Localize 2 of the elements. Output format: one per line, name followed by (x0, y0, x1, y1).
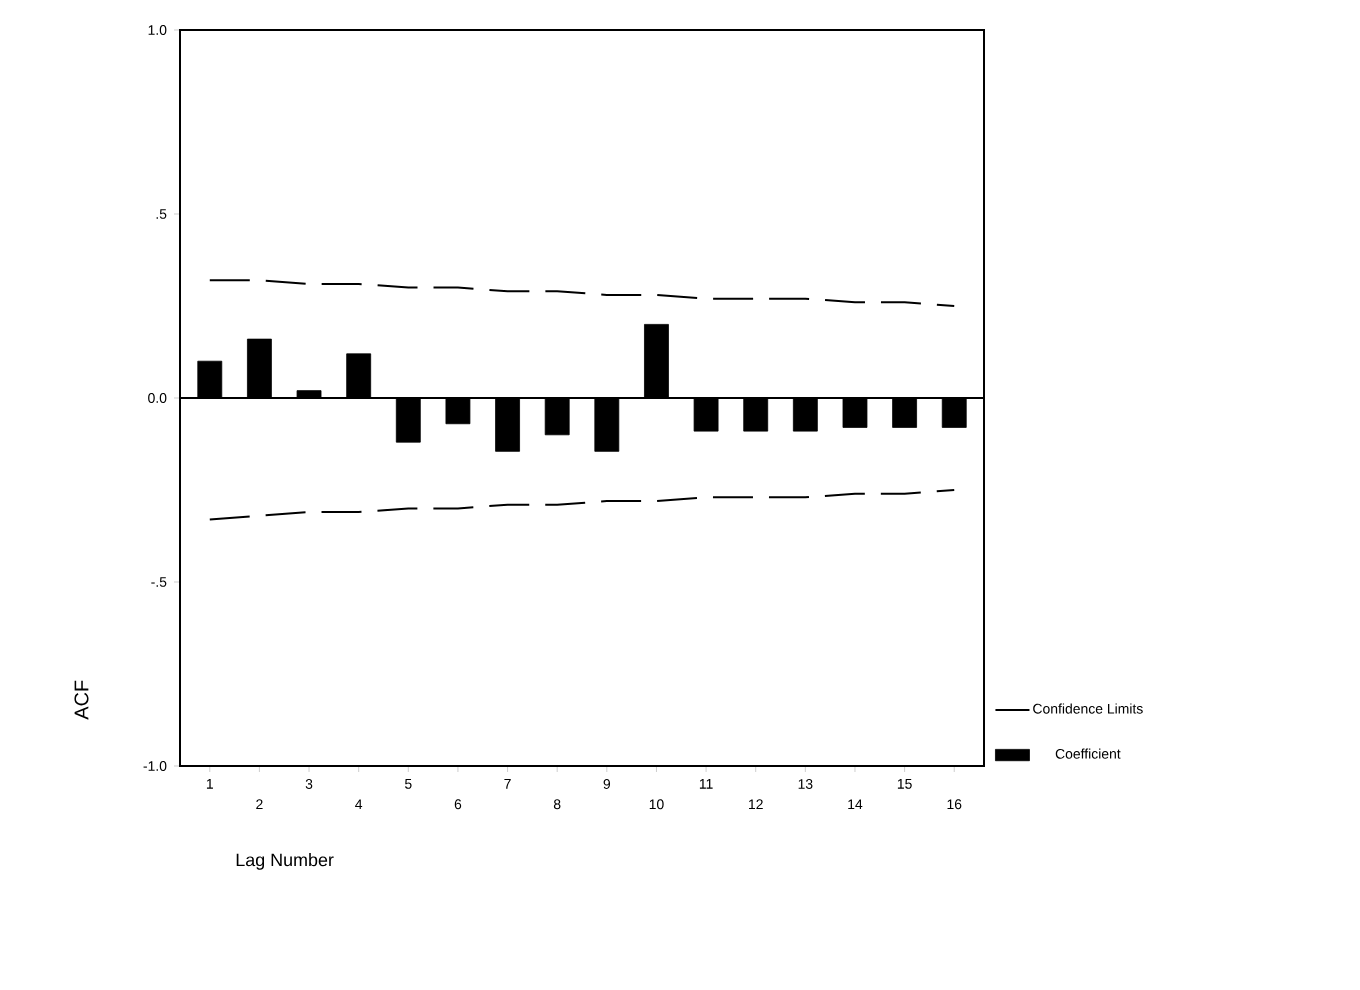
y-axis-title: ACF (74, 680, 89, 720)
x-axis-title: Lag Number (236, 853, 334, 870)
